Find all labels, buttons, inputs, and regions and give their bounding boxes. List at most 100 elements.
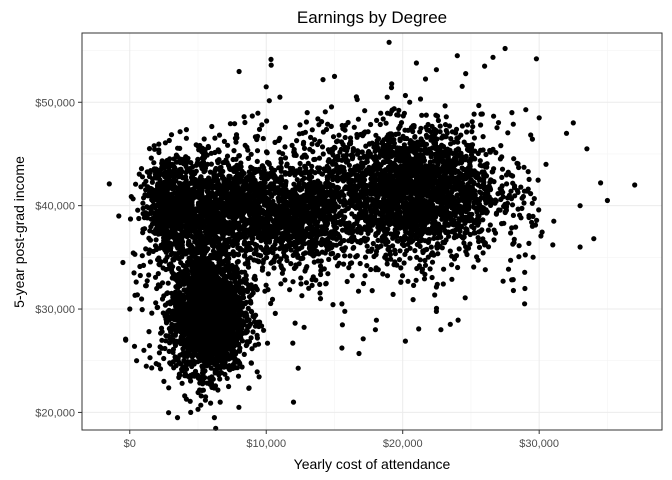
data-point <box>151 143 157 149</box>
data-point <box>266 209 272 215</box>
data-point <box>183 270 189 276</box>
data-point <box>250 165 256 172</box>
data-point <box>246 198 252 204</box>
data-point <box>237 310 243 316</box>
data-point <box>183 135 189 141</box>
data-point <box>198 273 204 279</box>
data-point <box>325 271 331 277</box>
data-point <box>241 253 247 259</box>
data-point <box>153 237 159 243</box>
data-point <box>166 137 172 144</box>
data-point <box>188 409 194 415</box>
data-point <box>235 175 241 181</box>
data-point <box>219 333 225 339</box>
data-point <box>231 148 237 154</box>
data-point <box>224 181 230 187</box>
data-point <box>261 257 267 263</box>
data-point <box>199 363 205 369</box>
data-point <box>242 239 248 245</box>
data-point <box>189 363 195 370</box>
data-point <box>212 135 218 141</box>
data-point <box>217 376 223 382</box>
data-point <box>250 290 256 296</box>
data-point <box>130 196 136 202</box>
data-point <box>237 320 243 326</box>
data-point <box>175 272 181 278</box>
data-point <box>265 199 271 205</box>
data-point <box>232 121 238 127</box>
data-point <box>201 351 207 357</box>
data-point <box>159 160 165 166</box>
data-point <box>314 248 320 255</box>
data-point <box>159 337 165 343</box>
data-point <box>153 300 159 306</box>
data-point <box>326 256 332 262</box>
data-point <box>168 132 175 138</box>
data-point <box>175 265 182 272</box>
data-point <box>167 325 173 331</box>
data-point <box>268 260 274 266</box>
data-point <box>287 287 293 293</box>
data-point <box>219 300 225 306</box>
data-point <box>166 314 172 321</box>
data-point <box>189 326 195 332</box>
data-point <box>198 402 204 408</box>
data-point <box>175 145 181 151</box>
data-point <box>250 236 256 242</box>
data-point <box>243 299 249 305</box>
data-point <box>255 341 262 347</box>
data-point <box>258 253 264 259</box>
data-point <box>183 154 189 160</box>
data-point <box>202 321 208 327</box>
data-point <box>244 313 250 319</box>
data-point <box>138 184 144 190</box>
data-point <box>227 225 233 231</box>
data-point <box>245 155 252 161</box>
data-point <box>230 242 236 249</box>
data-point <box>226 383 232 390</box>
data-point <box>178 169 184 176</box>
data-point <box>223 310 229 317</box>
data-point <box>189 314 195 320</box>
data-point <box>290 279 296 285</box>
data-point <box>214 276 221 282</box>
data-point <box>183 396 189 402</box>
data-point <box>254 335 260 341</box>
data-point <box>188 170 194 176</box>
data-point <box>254 369 260 375</box>
data-point <box>229 349 235 355</box>
data-point <box>179 184 185 190</box>
data-point <box>166 196 172 202</box>
data-point <box>217 399 223 405</box>
data-point <box>226 366 232 372</box>
data-point <box>169 210 176 216</box>
data-point <box>201 136 207 142</box>
data-point <box>224 355 230 362</box>
data-point <box>259 172 265 178</box>
data-point <box>236 359 242 365</box>
data-point <box>224 208 230 214</box>
data-point <box>208 365 214 371</box>
data-point <box>283 179 289 185</box>
data-point <box>186 238 192 244</box>
data-point <box>170 349 176 355</box>
data-point <box>241 321 247 328</box>
data-point <box>254 148 261 154</box>
data-point <box>282 277 288 283</box>
data-point <box>276 149 282 155</box>
data-point <box>248 300 254 306</box>
data-point <box>215 160 221 166</box>
data-point <box>272 254 278 260</box>
data-point <box>202 397 208 403</box>
data-point <box>229 319 235 325</box>
data-point <box>216 372 222 378</box>
data-point <box>166 385 172 391</box>
data-point <box>188 378 194 384</box>
data-point <box>189 204 195 210</box>
data-point <box>201 152 207 158</box>
data-point <box>226 294 232 300</box>
data-point <box>170 337 176 343</box>
data-point <box>239 170 245 176</box>
data-point <box>213 165 219 172</box>
